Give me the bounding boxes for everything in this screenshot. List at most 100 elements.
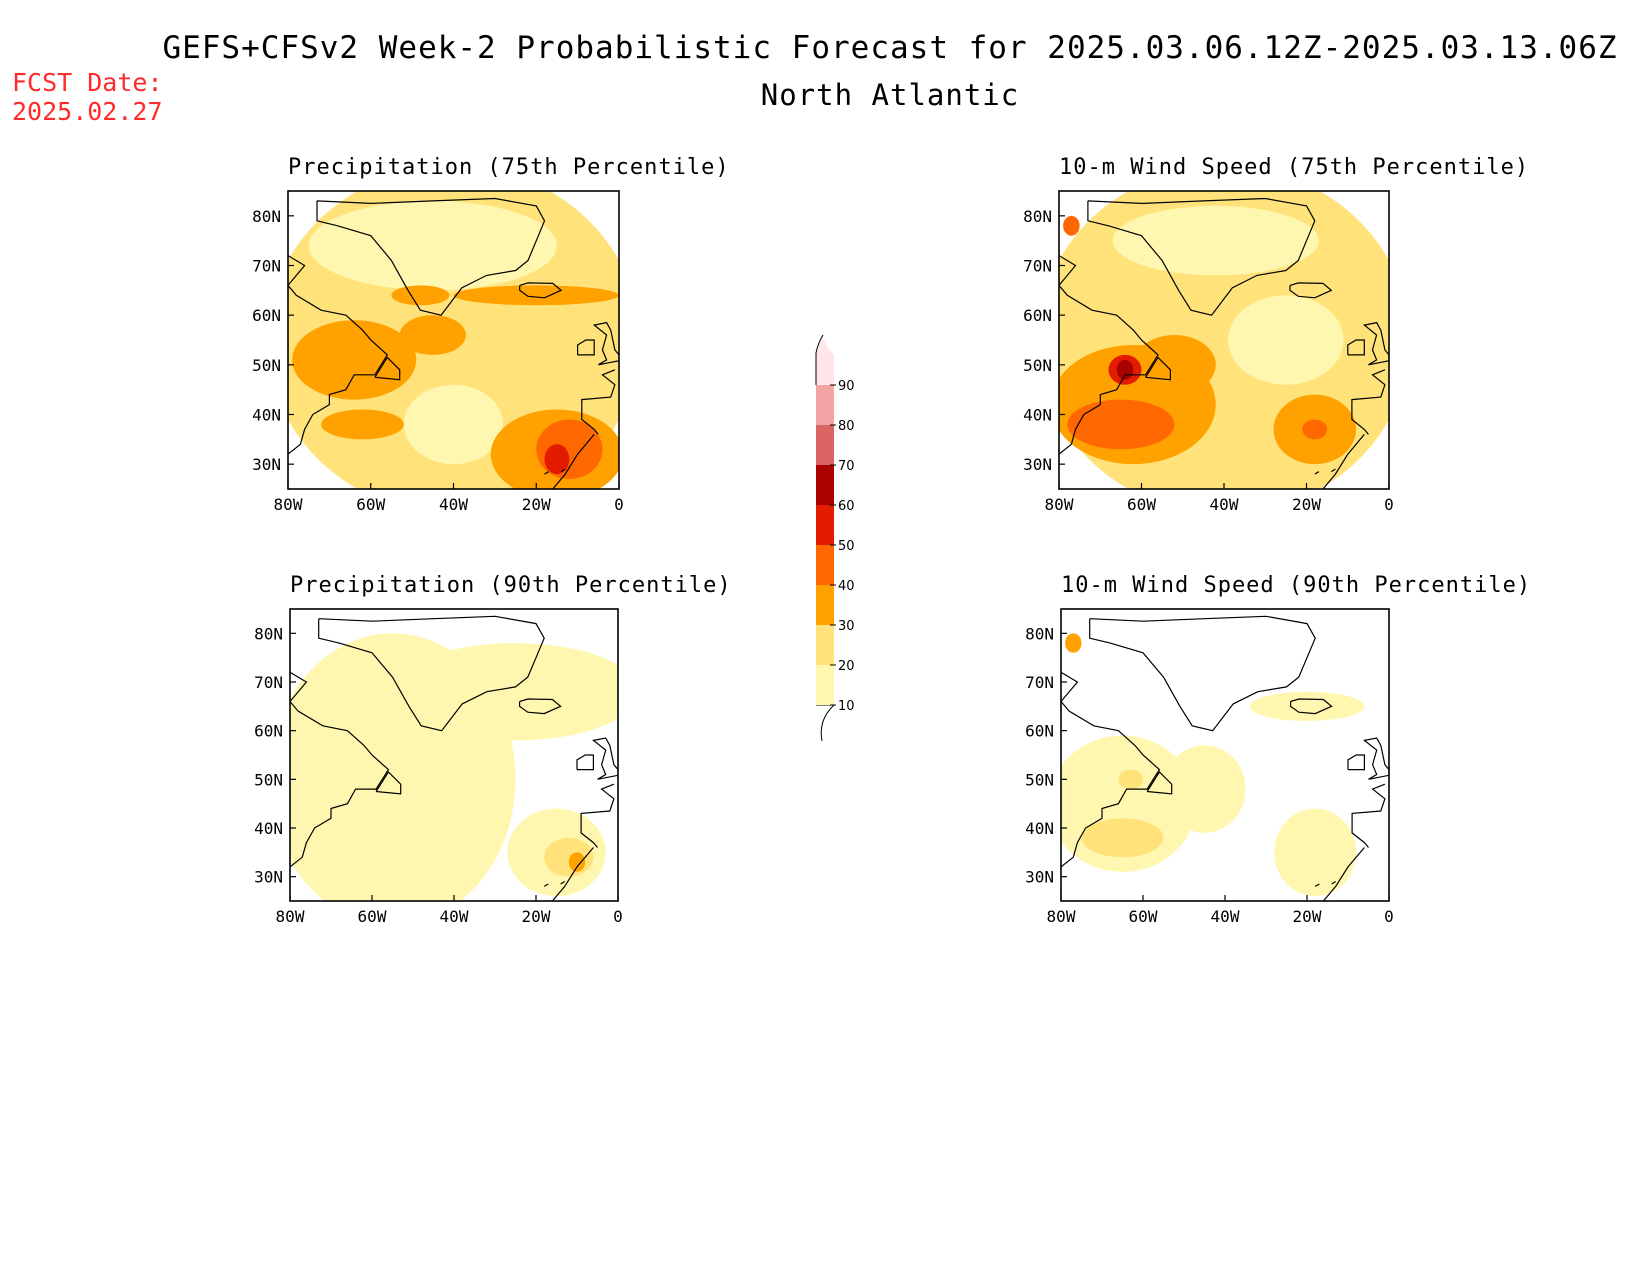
forecast-date-caption: FCST Date:: [12, 68, 163, 97]
lat-tick-label: 70N: [252, 257, 281, 276]
lat-tick-label: 80N: [1023, 207, 1052, 226]
probability-contour: [1228, 295, 1344, 385]
coastline: [1347, 754, 1365, 771]
probability-contour: [1081, 818, 1164, 858]
coastline: [1089, 615, 1316, 732]
lat-tick-label: 70N: [254, 673, 283, 692]
page-title: GEFS+CFSv2 Week-2 Probabilistic Forecast…: [162, 30, 1618, 66]
probability-contour: [1249, 691, 1365, 721]
lon-tick-label: 20W: [522, 907, 551, 926]
probability-contour: [391, 285, 450, 306]
probability-contour: [1118, 769, 1143, 790]
colorbar-swatch: [816, 665, 834, 705]
colorbar-swatch: [816, 505, 834, 545]
lat-tick-label: 30N: [1023, 455, 1052, 474]
colorbar-swatch: [816, 425, 834, 465]
coastline: [1061, 671, 1161, 868]
coastline: [1314, 883, 1320, 887]
coastline: [374, 356, 401, 381]
page-subtitle: North Atlantic: [760, 78, 1020, 112]
colorbar-label: 30: [838, 619, 855, 634]
coastline: [519, 282, 563, 299]
coastline: [544, 471, 550, 475]
coastline: [592, 321, 619, 366]
coastline: [543, 883, 549, 887]
coastline: [1146, 771, 1173, 795]
lat-tick-label: 60N: [252, 306, 281, 325]
coastline: [1289, 282, 1333, 299]
coastline: [1290, 698, 1333, 715]
coastline: [581, 369, 616, 435]
coastline: [1362, 321, 1389, 366]
coastline: [1314, 471, 1320, 475]
lat-tick-label: 40N: [252, 406, 281, 425]
lon-tick-label: 20W: [1293, 907, 1322, 926]
coastline: [318, 615, 545, 732]
coastline: [290, 671, 390, 868]
lat-tick-label: 50N: [252, 356, 281, 375]
coastline: [552, 434, 595, 489]
coastline: [551, 847, 594, 901]
lon-tick-label: 60W: [1129, 907, 1158, 926]
map-precip-90: 80N 70N 60N 50N 40N 30N 80W 60W 40W 20W 0: [254, 608, 623, 926]
lon-tick-label: 0: [613, 907, 623, 926]
lat-tick-label: 30N: [254, 868, 283, 887]
colorbar-swatch: [816, 465, 834, 505]
lon-tick-label: 80W: [1047, 907, 1076, 926]
lon-tick-label: 0: [1384, 495, 1394, 514]
probability-contour: [308, 200, 557, 291]
panel-precip-90: Precipitation (90th Percentile) 80N 70N 60…: [254, 573, 731, 926]
probability-contour: [1133, 335, 1216, 395]
coastline: [519, 698, 562, 715]
coastline: [576, 754, 594, 771]
lon-tick-label: 40W: [1211, 907, 1240, 926]
lon-tick-label: 0: [614, 495, 624, 514]
coastline: [1363, 737, 1389, 780]
lon-tick-label: 40W: [439, 495, 468, 514]
coastline: [1322, 434, 1365, 489]
panel-title-wind-90: 10-m Wind Speed (90th Percentile): [1061, 573, 1532, 598]
probability-contour: [292, 320, 417, 400]
colorbar-label: 20: [838, 659, 855, 674]
probability-contour: [1112, 205, 1319, 276]
lat-tick-label: 30N: [1025, 868, 1054, 887]
probability-contour: [544, 837, 594, 877]
panel-wind-90: 10-m Wind Speed (90th Percentile) 80N 70N…: [1025, 573, 1530, 926]
colorbar-label: 10: [838, 699, 855, 714]
lon-tick-label: 80W: [274, 495, 303, 514]
map-wind-75: 80N 70N 60N 50N 40N 30N 80W 60W 40W 20W 0: [1023, 190, 1394, 514]
lat-tick-label: 40N: [1023, 406, 1052, 425]
lon-tick-label: 0: [1384, 907, 1394, 926]
probability-contour: [1302, 419, 1328, 440]
lon-tick-label: 80W: [276, 907, 305, 926]
coastline: [1322, 847, 1365, 901]
probability-contour: [403, 384, 504, 465]
lat-tick-label: 60N: [254, 722, 283, 741]
probability-contour: [1274, 808, 1357, 897]
coastline: [1351, 369, 1386, 435]
coastline: [1351, 783, 1386, 848]
coastline: [592, 737, 618, 780]
coastline: [1087, 197, 1316, 316]
lon-tick-label: 60W: [358, 907, 387, 926]
colorbar-swatch: [816, 545, 834, 585]
probability-contour: [1116, 359, 1134, 380]
lon-tick-label: 20W: [522, 495, 551, 514]
coastline: [316, 197, 546, 316]
colorbar-swatch: [816, 585, 834, 625]
coastline: [560, 468, 566, 473]
lat-tick-label: 80N: [254, 624, 283, 643]
probability-contour: [321, 409, 404, 440]
colorbar-swatch: [816, 385, 834, 425]
lat-tick-label: 80N: [252, 207, 281, 226]
coastline: [580, 783, 615, 848]
colorbar-label: 60: [838, 499, 855, 514]
lat-tick-label: 70N: [1023, 257, 1052, 276]
lat-tick-label: 50N: [1023, 356, 1052, 375]
colorbar-label: 90: [838, 379, 855, 394]
probability-contour: [1163, 745, 1246, 833]
probability-contour: [453, 285, 619, 306]
colorbar-swatch: [816, 625, 834, 665]
colorbar-label: 50: [838, 539, 855, 554]
probability-contour: [1067, 399, 1175, 450]
